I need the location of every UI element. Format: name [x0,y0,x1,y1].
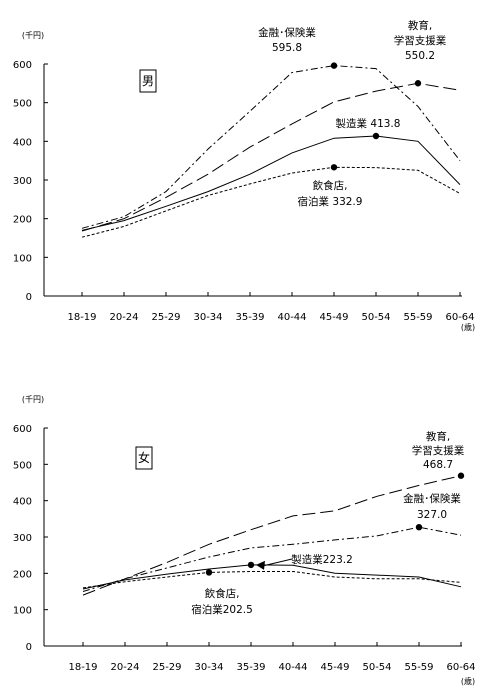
data-marker-education [414,80,422,87]
x-unit-label: (歳) [461,322,475,332]
x-tick-label: 60-64 [445,312,474,323]
x-tick-label: 50-54 [361,312,390,323]
data-label-manufacturing: 製造業223.2 [291,553,353,566]
data-label-manufacturing: 製造業 413.8 [336,117,401,130]
x-unit-label: (歳) [461,676,475,686]
series-line-manufacturing [81,135,461,231]
data-label-education: 学習支援業 [412,444,465,457]
series-line-manufacturing [82,564,462,590]
series-line-finance [81,65,461,229]
y-tick-label: 0 [26,642,32,653]
data-marker-education [457,472,465,479]
data-marker-finance [330,62,338,69]
data-marker-food [205,569,213,576]
y-tick-label: 100 [13,606,32,617]
panel-label-box [135,446,153,470]
y-tick-label: 400 [13,497,32,508]
x-tick-label: 40-44 [278,662,307,673]
y-tick-label: 300 [13,176,32,187]
x-tick-label: 20-24 [110,662,139,673]
series-line-food [82,571,462,589]
data-label-education: 550.2 [405,50,435,62]
y-tick-label: 500 [13,460,32,471]
data-label-education: 教育, [426,430,450,443]
data-label-food: 宿泊業 332.9 [298,195,363,208]
data-label-food: 飲食店, [205,587,240,600]
data-label-finance: 金融･保険業 [258,26,316,39]
y-tick-label: 100 [13,253,32,264]
data-marker-food [330,164,338,171]
x-tick-label: 50-54 [362,662,391,673]
x-tick-label: 25-29 [152,662,181,673]
x-tick-label: 30-34 [194,662,223,673]
data-label-education: 教育, [408,19,432,32]
x-tick-label: 40-44 [277,312,306,323]
data-label-education: 学習支援業 [394,34,447,47]
y-tick-label: 300 [13,533,32,544]
annotation-arrow [262,558,293,567]
series-line-education [81,82,461,232]
data-label-food: 飲食店, [313,179,348,192]
x-tick-label: 35-39 [235,312,264,323]
annotation-arrowhead [256,560,265,570]
x-tick-label: 45-49 [319,312,348,323]
data-marker-finance [415,523,423,531]
x-tick-label: 20-24 [109,312,138,323]
x-tick-label: 25-29 [151,312,180,323]
y-tick-label: 400 [13,137,32,148]
panel-label-box [139,69,157,93]
data-label-finance: 595.8 [272,42,302,54]
x-tick-label: 18-19 [68,662,97,673]
x-tick-label: 60-64 [446,662,475,673]
data-label-food: 宿泊業202.5 [191,603,253,616]
x-tick-label: 35-39 [236,662,265,673]
data-marker-manufacturing [247,561,255,569]
data-marker-manufacturing [372,132,380,140]
panel-label: 女 [138,450,150,465]
y-tick-label: 600 [13,424,32,435]
y-tick-label: 500 [13,99,32,110]
y-tick-label: 0 [26,292,32,303]
y-unit-label: (千円) [22,30,44,40]
x-tick-label: 55-59 [404,662,433,673]
y-unit-label: (千円) [22,394,44,404]
x-tick-label: 18-19 [67,312,96,323]
data-label-finance: 金融･保険業 [403,492,461,505]
panel-label: 男 [142,74,154,88]
y-tick-label: 600 [13,60,32,71]
data-label-education: 468.7 [423,459,453,471]
series-line-food [81,166,461,238]
chart-panel-1: 0 100 200 300 400 500 600 18-19 20-24 25-29 30-34 3… [13,394,476,686]
data-label-finance: 327.0 [417,509,447,521]
series-line-education [82,475,462,596]
x-tick-label: 30-34 [193,312,222,323]
x-tick-label: 55-59 [403,312,432,323]
x-tick-label: 45-49 [320,662,349,673]
chart-panel-0: 0 100 200 300 400 500 600 18-19 20-24 25-29 30-34 3… [13,19,475,332]
y-tick-label: 200 [13,569,32,580]
y-tick-label: 200 [13,215,32,226]
series-line-finance [82,526,462,592]
